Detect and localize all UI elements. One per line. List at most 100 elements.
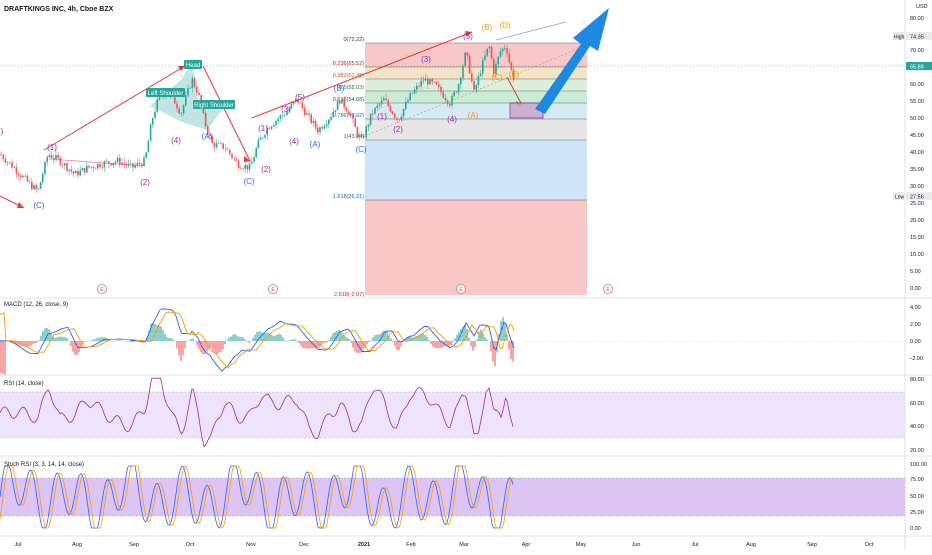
candle-body: [348, 111, 350, 114]
macd-bar: [370, 340, 371, 341]
macd-bar: [348, 339, 349, 341]
macd-bar: [132, 341, 133, 342]
candle-body: [508, 53, 510, 62]
fib-retracement-zones[interactable]: 0(72.22) 0.236(65.52) 0.382(61.38) 0.5(5…: [333, 37, 587, 298]
candle-body: [434, 82, 436, 83]
stoch-tick-0: 0.00: [910, 526, 921, 532]
candle-body: [506, 48, 508, 53]
candle-body: [321, 127, 323, 128]
macd-tick-2: 2.00: [910, 322, 921, 328]
price-tick-55: 55.00: [910, 99, 924, 105]
candle-body: [500, 52, 502, 57]
macd-bar: [344, 336, 345, 341]
macd-bar: [418, 334, 419, 341]
candle-body: [194, 78, 196, 86]
candle-body: [337, 101, 339, 110]
macd-bar: [238, 337, 239, 341]
macd-bar: [324, 341, 325, 343]
macd-bar: [302, 341, 303, 348]
macd-bar: [306, 341, 307, 348]
macd-bar: [62, 337, 63, 341]
time-tick-jun: Jun: [632, 542, 641, 548]
candle-body: [352, 115, 354, 119]
macd-bar: [284, 340, 285, 341]
macd-bar: [118, 340, 119, 341]
right-shoulder-label: Right Shoulder: [194, 103, 234, 109]
macd-bar: [396, 341, 397, 350]
fib-label-1: 1(43.84): [344, 134, 365, 140]
candle-body: [31, 182, 33, 189]
candle-body: [35, 185, 37, 189]
macd-bar: [26, 341, 27, 346]
candle-body: [27, 176, 29, 182]
macd-bar: [434, 341, 435, 348]
candle-body: [420, 81, 422, 87]
candle-body: [343, 99, 345, 108]
candle-body: [130, 163, 132, 164]
macd-bar: [2, 341, 3, 374]
macd-bar: [228, 337, 229, 341]
price-tick-60: 60.00: [910, 82, 924, 88]
candle-body: [220, 143, 222, 144]
macd-bar: [372, 337, 373, 341]
candle-body: [453, 92, 455, 96]
time-tick-aug: Aug: [72, 542, 82, 548]
candle-body: [229, 150, 231, 154]
macd-bar: [508, 341, 509, 349]
candle-body: [445, 98, 447, 100]
wave-label-b: (B): [334, 84, 345, 93]
candle-body: [376, 106, 378, 108]
wave-label-3: (3): [281, 105, 291, 114]
candle-body: [79, 170, 81, 175]
candle-body: [440, 87, 442, 92]
candle-body: [156, 99, 158, 112]
price-tick-50: 50.00: [910, 116, 924, 122]
candle-body: [90, 167, 92, 168]
candle-body: [24, 176, 26, 177]
time-tick-aug-2: Aug: [746, 542, 756, 548]
macd-bar: [186, 341, 187, 342]
low-badge: Low 27.56: [893, 192, 932, 201]
candle-body: [491, 47, 493, 59]
macd-bar: [170, 338, 171, 341]
macd-bar: [180, 341, 181, 361]
candle-body: [486, 49, 488, 56]
candle-body: [117, 158, 119, 162]
candle-body: [264, 135, 266, 137]
macd-bar: [424, 335, 425, 341]
candle-body: [46, 157, 48, 162]
candle-body: [502, 49, 504, 52]
candle-body: [374, 108, 376, 114]
wave-label-2-2: (2): [261, 165, 271, 174]
macd-bar: [398, 341, 399, 350]
macd-bar: [76, 341, 77, 355]
macd-bar: [72, 341, 73, 352]
macd-bar: [482, 333, 483, 341]
candle-body: [225, 149, 227, 150]
macd-bar: [304, 341, 305, 348]
wave-label-2-3: (2): [393, 125, 403, 134]
candle-body: [60, 158, 62, 165]
candle-body: [51, 155, 53, 158]
candle-body: [363, 137, 365, 138]
wave-label-c-2: (C): [243, 177, 254, 186]
candle-body: [313, 121, 315, 123]
macd-bar: [502, 317, 503, 341]
macd-bar: [30, 341, 31, 346]
fib-zone-1618-2618: [365, 200, 587, 295]
macd-bar: [376, 335, 377, 341]
wave-label-paren: ): [1, 127, 4, 136]
candle-body: [302, 103, 304, 108]
candle-body: [368, 125, 370, 127]
macd-bar: [220, 341, 221, 352]
candle-body: [357, 127, 359, 137]
candle-body: [275, 121, 277, 125]
candle-body: [238, 161, 240, 168]
macd-bar: [308, 341, 309, 349]
candle-body: [473, 81, 475, 90]
fib-label-1618: 1.618(26.31): [333, 194, 364, 200]
macd-bar: [438, 341, 439, 348]
high-badge: High 74.35: [893, 32, 932, 41]
wave-label-1-3: (1): [377, 112, 387, 121]
